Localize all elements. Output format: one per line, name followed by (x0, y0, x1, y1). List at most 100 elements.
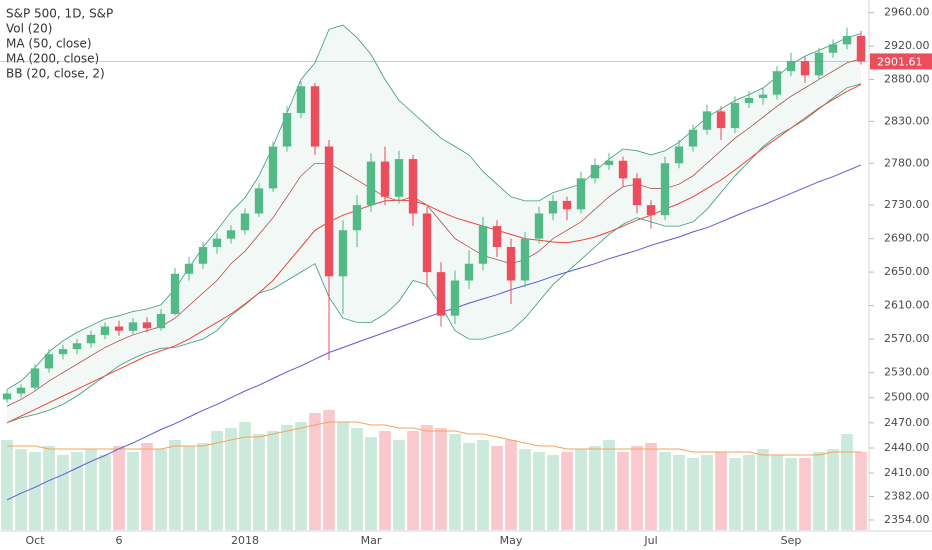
volume-bar (463, 443, 475, 530)
bollinger-upper (6, 24, 862, 390)
volume-bar (771, 455, 783, 530)
candle-body (408, 159, 418, 214)
volume-bar (113, 446, 125, 530)
bollinger-basis (6, 58, 862, 407)
volume-bar (183, 446, 195, 530)
volume-bar (757, 449, 769, 530)
y-tick-label: 2960.00 (884, 6, 930, 19)
y-tick-label: 2780.00 (884, 156, 930, 169)
candle-body (702, 111, 712, 130)
candle-body (618, 160, 628, 179)
volume-bar (15, 449, 27, 530)
candle-body (324, 146, 334, 277)
candle-body (450, 280, 460, 316)
volume-bar (575, 449, 587, 530)
x-tick-label: Oct (25, 534, 45, 547)
legend-entry: Vol (20) (6, 22, 52, 36)
candle-body (464, 263, 474, 281)
y-tick-label: 2440.00 (884, 441, 930, 454)
volume-bar (295, 422, 307, 530)
volume-bar (99, 455, 111, 530)
x-tick-label: Jul (643, 534, 657, 547)
candle-body (352, 205, 362, 231)
volume-bar (127, 452, 139, 530)
volume-bar (729, 458, 741, 530)
volume-bar (379, 431, 391, 530)
last-price-badge (870, 53, 932, 70)
x-tick-label: Sep (781, 534, 802, 547)
y-tick-label: 2730.00 (884, 198, 930, 211)
volume-bar (141, 443, 153, 530)
last-price-label: 2901.61 (877, 55, 923, 68)
volume-bar (617, 452, 629, 530)
candle-body (422, 213, 432, 273)
volume-bar (225, 428, 237, 530)
candle-body (16, 387, 26, 394)
y-tick-label: 2690.00 (884, 232, 930, 245)
candle-body (800, 61, 810, 76)
volume-bar (155, 449, 167, 530)
y-tick-label: 2920.00 (884, 39, 930, 52)
candle-body (520, 238, 530, 281)
candle-body (380, 161, 390, 197)
y-tick-label: 2570.00 (884, 332, 930, 345)
volume-bar (43, 446, 55, 530)
volume-bar (561, 452, 573, 530)
y-tick-label: 2650.00 (884, 265, 930, 278)
volume-bar (407, 431, 419, 530)
candle-body (772, 71, 782, 95)
candle-body (604, 160, 614, 165)
candle-body (254, 188, 264, 214)
candle-body (310, 86, 320, 147)
x-tick-label: 2018 (231, 534, 259, 547)
candle-body (730, 102, 740, 129)
y-tick-label: 2880.00 (884, 73, 930, 86)
candle-body (44, 354, 54, 369)
candle-body (296, 86, 306, 114)
candle-body (828, 44, 838, 53)
y-tick-label: 2382.00 (884, 490, 930, 503)
candle-body (842, 36, 852, 45)
volume-bar (253, 434, 265, 530)
volume-bar (841, 434, 853, 530)
x-tick-label: Mar (361, 534, 382, 547)
candle-body (156, 313, 166, 329)
volume-bar (477, 440, 489, 530)
volume-bar (631, 446, 643, 530)
volume-bar (799, 458, 811, 530)
candle-body (436, 272, 446, 316)
candle-body (716, 111, 726, 129)
volume-bar (309, 413, 321, 530)
bollinger-fill (7, 25, 861, 423)
candle-body (128, 322, 138, 331)
volume-bar (71, 452, 83, 530)
legend-entry: MA (50, close) (6, 37, 92, 51)
volume-bar (659, 452, 671, 530)
candle-body (198, 246, 208, 264)
candle-body (58, 349, 68, 355)
candle-body (758, 94, 768, 98)
candle-body (590, 164, 600, 179)
volume-bar (29, 452, 41, 530)
candle-body (2, 393, 12, 400)
candle-body (142, 322, 152, 329)
candle-body (86, 334, 96, 344)
y-tick-label: 2500.00 (884, 391, 930, 404)
candle-body (660, 163, 670, 216)
volume-bar (645, 443, 657, 530)
volume-bar (785, 458, 797, 530)
volume-bar (281, 425, 293, 530)
candle-body (506, 246, 516, 281)
volume-bar (533, 452, 545, 530)
volume-bar (1, 440, 13, 530)
volume-bar (519, 449, 531, 530)
candle-body (646, 205, 656, 216)
volume-bar (323, 410, 335, 530)
moving-average-line (6, 164, 862, 501)
candle-body (240, 213, 250, 231)
moving-average-line (6, 84, 862, 424)
volume-bar (855, 452, 867, 530)
candle-body (534, 213, 544, 239)
y-tick-label: 2530.00 (884, 366, 930, 379)
candle-body (72, 343, 82, 350)
